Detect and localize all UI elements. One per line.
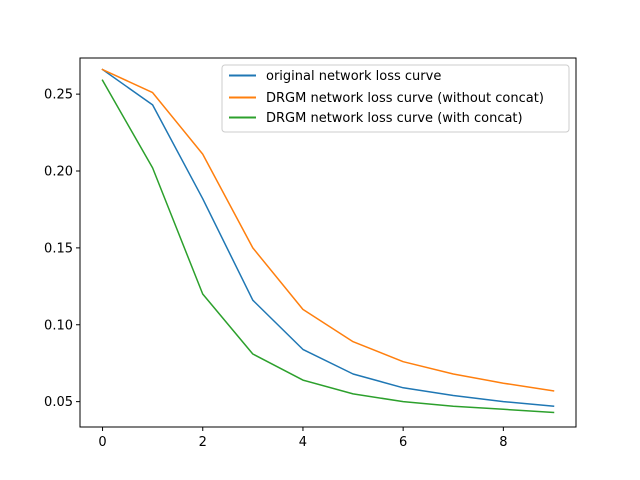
series-line-1 (101, 68, 555, 408)
y-tick-label: 0.20 (44, 165, 73, 180)
x-tick-label: 0 (98, 435, 106, 450)
x-tick-label: 4 (299, 435, 307, 450)
y-tick-label: 0.05 (44, 395, 73, 410)
series-line-3 (101, 79, 555, 414)
y-tick-label: 0.15 (44, 241, 73, 256)
x-tick-label: 2 (199, 435, 207, 450)
legend-label-with-concat: DRGM network loss curve (with concat) (266, 111, 523, 126)
y-tick-label: 0.25 (44, 88, 73, 103)
series-line-2 (101, 68, 555, 392)
x-axis: 0 2 4 6 8 (98, 427, 507, 450)
y-tick-label: 0.10 (44, 318, 73, 333)
legend-label-original: original network loss curve (266, 69, 441, 84)
x-tick-label: 8 (499, 435, 507, 450)
legend: original network loss curve DRGM network… (221, 64, 570, 133)
x-tick-label: 6 (399, 435, 407, 450)
series-layer (101, 68, 555, 414)
legend-box (221, 64, 570, 133)
legend-label-without-concat: DRGM network loss curve (without concat) (266, 91, 544, 106)
axes-frame (79, 57, 577, 428)
y-axis: 0.05 0.10 0.15 0.20 0.25 (44, 88, 80, 410)
